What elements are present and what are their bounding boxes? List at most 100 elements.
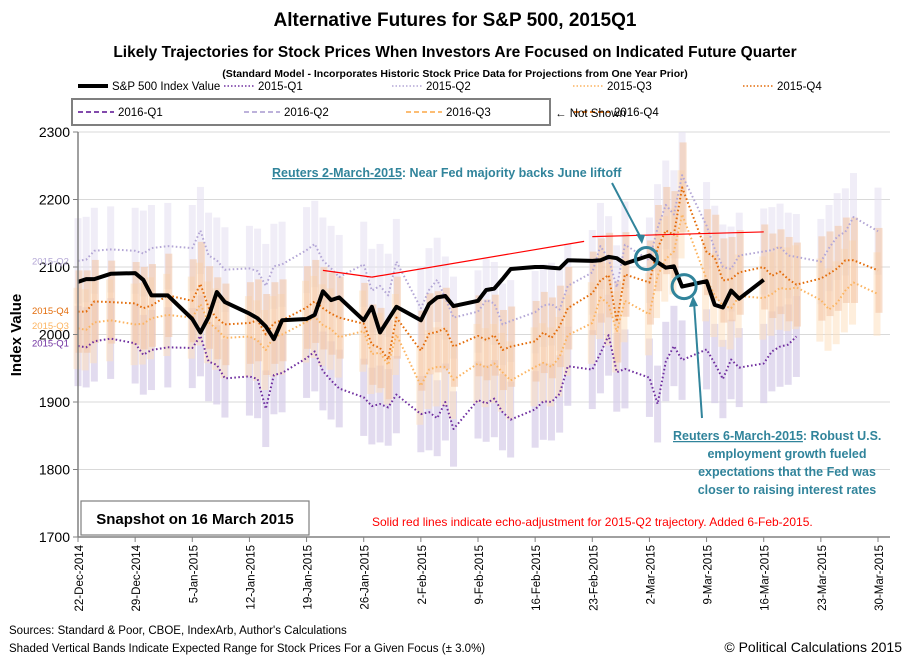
range-band	[875, 227, 883, 313]
series-left-label: 2015-Q3	[32, 321, 69, 332]
echo-adjustment-line	[592, 231, 764, 238]
range-band	[622, 232, 630, 317]
range-band	[147, 205, 155, 292]
annotation-text-line: employment growth fueled	[707, 447, 866, 461]
snapshot-box	[80, 500, 310, 536]
range-band	[262, 243, 270, 328]
range-band	[678, 320, 686, 400]
range-band	[851, 217, 859, 303]
range-band	[483, 299, 491, 381]
range-band	[793, 242, 801, 327]
x-tick-label: 16-Mar-2015	[760, 545, 772, 611]
range-band	[418, 310, 426, 391]
range-band	[335, 349, 343, 428]
range-band	[712, 214, 720, 301]
x-tick-label: 23-Mar-2015	[817, 545, 829, 611]
range-band	[327, 341, 335, 420]
snapshot-label: Snapshot on 16 March 2015	[96, 511, 294, 528]
x-tick-label: 16-Feb-2015	[531, 545, 543, 611]
legend-label: 2015-Q3	[607, 81, 652, 93]
x-tick-label: 2-Feb-2015	[417, 545, 429, 604]
range-band	[392, 218, 400, 305]
series-line-s-p-500-index-value	[77, 253, 765, 342]
range-band	[646, 240, 654, 325]
range-band	[262, 370, 270, 448]
range-band	[385, 319, 393, 400]
x-tick-label: 19-Jan-2015	[303, 545, 315, 610]
annotation-arrow	[693, 301, 703, 419]
range-band	[719, 339, 727, 419]
annotation-text: : Robust U.S.	[803, 429, 881, 443]
y-tick-label: 1800	[39, 462, 70, 478]
range-band	[221, 339, 229, 418]
range-band	[263, 294, 271, 375]
annotation-link[interactable]: Reuters 6-March-2015	[673, 429, 803, 443]
annotation-reuters-mar2: Reuters 2-March-2015: Near Fed majority …	[272, 166, 622, 180]
range-band	[606, 232, 614, 318]
echo-adjustment-line	[322, 269, 372, 278]
legend: S&P 500 Index Value 2015-Q1 2015-Q2 2015-Q3…	[71, 81, 822, 126]
range-band	[842, 217, 850, 303]
chart-title: Alternative Futures for S&P 500, 2015Q1	[274, 10, 637, 31]
x-tick-label: 9-Feb-2015	[474, 545, 486, 604]
range-band	[589, 251, 597, 336]
range-band	[540, 291, 548, 374]
legend-label: 2015-Q2	[426, 81, 471, 93]
range-band	[360, 221, 368, 307]
x-tick-label: 9-Mar-2015	[703, 545, 715, 604]
range-band	[270, 223, 278, 309]
legend-not-shown-note: ← Not Shown	[555, 108, 626, 120]
x-tick-label: 5-Jan-2015	[188, 545, 200, 603]
range-band	[442, 287, 450, 370]
range-band	[588, 330, 596, 410]
range-band	[426, 293, 434, 375]
range-band	[834, 225, 842, 311]
series-left-labels: 2015-Q2 2015-Q4 2015-Q3 2015-Q1	[32, 256, 69, 349]
range-band	[91, 259, 99, 343]
x-tick-label: 23-Feb-2015	[588, 545, 600, 611]
series-line-2015-q2	[77, 174, 879, 326]
annotation-circle	[633, 246, 659, 272]
annotation-link[interactable]: Reuters 2-March-2015	[272, 166, 402, 180]
range-band	[278, 221, 286, 307]
y-tick-label: 1900	[39, 394, 70, 410]
range-band	[711, 323, 719, 404]
y-axis-label: Index Value	[8, 294, 25, 377]
range-band	[531, 371, 539, 448]
range-band	[434, 291, 442, 373]
y-tick-label: 2000	[39, 327, 70, 343]
range-band	[703, 309, 711, 390]
annotation-reuters-mar6: Reuters 6-March-2015: Robust U.S.	[673, 429, 881, 443]
series-line-2015-q1	[77, 334, 798, 430]
echo-adjustment-line	[371, 240, 585, 278]
y-tick-label: 1700	[39, 529, 70, 545]
range-band	[736, 230, 744, 315]
annotation-text-line: closer to raising interest rates	[698, 483, 877, 497]
y-tick-labels: 1700 1800 1900 2000 2100 2200 2300	[39, 124, 70, 545]
range-band	[614, 280, 622, 363]
range-band	[132, 262, 140, 345]
range-band	[213, 217, 221, 303]
y-tick-label: 2300	[39, 124, 70, 140]
range-band	[532, 300, 540, 382]
y-tick-label: 2200	[39, 192, 70, 208]
range-band	[214, 277, 222, 360]
range-band	[368, 248, 376, 333]
range-band	[451, 306, 459, 387]
x-tick-label: 29-Dec-2014	[131, 544, 143, 611]
sources-note: Sources: Standard & Poor, CBOE, IndexArb…	[9, 625, 347, 637]
y-tick-label: 2100	[39, 259, 70, 275]
range-band	[491, 294, 499, 376]
range-band	[565, 266, 573, 350]
legend-label: 2016-Q3	[446, 107, 491, 119]
range-band	[433, 380, 441, 457]
annotation-circle	[670, 273, 698, 301]
range-band	[768, 311, 776, 392]
annotation-arrowhead	[689, 296, 698, 307]
series-line-2015-q4	[78, 186, 879, 361]
axes	[73, 131, 890, 542]
legend-label: 2016-Q4	[614, 107, 659, 119]
range-band	[108, 260, 116, 344]
echo-adjustment-lines	[322, 231, 764, 278]
